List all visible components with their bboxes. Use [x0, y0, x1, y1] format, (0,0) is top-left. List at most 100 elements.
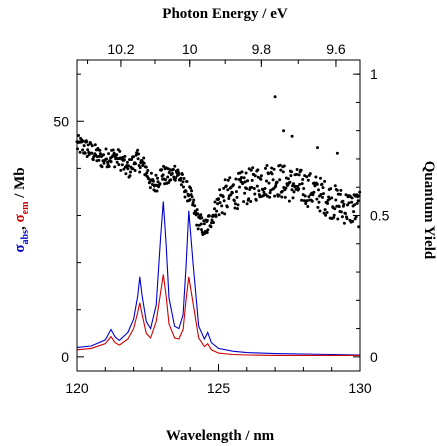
qy-point [243, 180, 247, 184]
qy-point [190, 195, 194, 199]
qy-point [271, 178, 275, 182]
left-axis-title-sigma-abs: σ [12, 244, 28, 253]
qy-point [145, 171, 149, 175]
qy-point [141, 164, 145, 167]
qy-point [267, 172, 270, 176]
qy-point [93, 143, 97, 147]
qy-point [223, 178, 227, 182]
qy-point [132, 155, 135, 159]
qy-point [338, 192, 342, 196]
qy-point [77, 134, 80, 137]
qy-point [342, 202, 346, 206]
qy-point [244, 171, 248, 175]
qy-point [224, 184, 228, 188]
left-axis-title-abs: abs [20, 230, 31, 245]
qy-point [245, 187, 249, 191]
qy-point [230, 191, 234, 195]
qy-point [113, 165, 117, 169]
left-axis-title-unit: / Mb [12, 167, 28, 201]
qy-point [102, 161, 106, 165]
qy-point [253, 174, 257, 178]
qy-point [85, 155, 89, 158]
top-axis-title: Photon Energy / eV [162, 6, 288, 22]
qy-point [195, 208, 199, 212]
qy-point [78, 150, 82, 154]
qy-point [290, 188, 294, 192]
qy-point [120, 163, 124, 167]
qy-point [337, 205, 341, 209]
qy-point [249, 200, 253, 203]
left-axis-title-sigma-em: σ [12, 214, 28, 223]
qy-point [192, 198, 196, 202]
qy-point [207, 214, 211, 218]
qy-point [353, 203, 357, 207]
qy-point [240, 176, 243, 179]
qy-point [326, 202, 330, 205]
qy-point [280, 195, 284, 199]
qy-point [104, 147, 108, 151]
qy-point [138, 170, 142, 174]
qy-point [277, 193, 281, 197]
qy-point [235, 195, 239, 199]
qy-point [136, 157, 140, 161]
qy-point [161, 173, 165, 177]
qy-point [335, 188, 339, 192]
qy-point [322, 192, 325, 196]
left-axis-title-em: em [20, 201, 31, 214]
qy-point [213, 200, 217, 204]
qy-point [351, 219, 355, 223]
qy-point [146, 169, 150, 172]
qy-point [115, 160, 119, 164]
qy-point [137, 152, 141, 156]
qy-point [242, 176, 246, 180]
qy-point [274, 184, 278, 188]
qy-point [226, 188, 230, 192]
qy-point [305, 199, 309, 203]
qy-point [234, 177, 238, 181]
qy-point [109, 160, 113, 164]
qy-point [217, 197, 221, 201]
qy-point [181, 180, 185, 184]
qy-point [130, 158, 133, 161]
qy-point [173, 178, 177, 182]
qy-point [245, 202, 249, 206]
left-axis-title: σabs, σem / Mb [12, 167, 31, 252]
qy-point [85, 140, 89, 144]
qy-point [123, 154, 127, 158]
qy-point [90, 144, 94, 148]
qy-point [281, 170, 285, 174]
qy-point [200, 228, 203, 232]
qy-point [162, 164, 166, 168]
qy-point [329, 187, 333, 191]
qy-point [340, 215, 344, 219]
qy-point [268, 195, 272, 199]
qy-point [102, 153, 105, 157]
qy-point [321, 195, 324, 199]
qy-point [306, 178, 310, 182]
qy-point [297, 187, 301, 191]
qy-point [355, 201, 359, 205]
qy-point [318, 209, 322, 213]
qy-point [226, 178, 230, 182]
qy-point [205, 231, 209, 234]
qy-point [311, 193, 315, 197]
qy-point [356, 199, 360, 203]
qy-point [273, 194, 277, 198]
qy-point [333, 207, 337, 211]
qy-point [250, 178, 254, 182]
qy-point [278, 163, 282, 167]
qy-point [156, 180, 160, 184]
qy-point [118, 149, 122, 153]
y-left-tick-label: 0 [61, 349, 69, 365]
x-axis-title: Wavelength / nm [166, 428, 275, 444]
qy-point [115, 153, 119, 157]
y-right-tick-label: 0.5 [370, 208, 390, 224]
qy-point [185, 180, 189, 183]
qy-point [308, 172, 312, 176]
qy-point [322, 211, 326, 215]
qy-point [273, 95, 277, 99]
qy-point [298, 182, 302, 186]
qy-point [345, 217, 349, 221]
qy-point [154, 173, 158, 177]
